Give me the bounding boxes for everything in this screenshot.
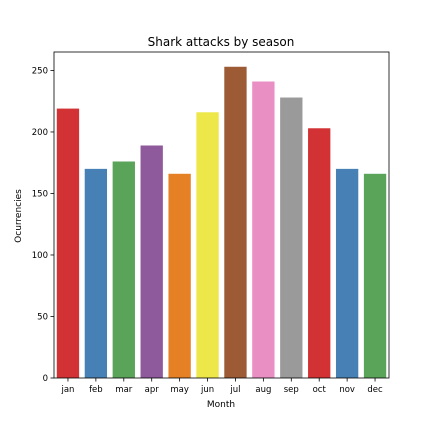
x-tick-label: may — [170, 385, 189, 395]
bar-jul — [224, 67, 246, 378]
x-tick-label: sep — [284, 385, 299, 395]
y-tick-label: 0 — [43, 374, 48, 384]
y-tick-label: 50 — [37, 312, 48, 322]
y-tick-label: 100 — [32, 251, 48, 261]
bar-nov — [336, 169, 358, 378]
bar-aug — [252, 82, 274, 378]
x-tick-label: dec — [367, 385, 383, 395]
x-tick-label: jun — [200, 385, 214, 395]
x-tick-label: aug — [255, 385, 271, 395]
bar-jun — [196, 112, 218, 378]
bar-oct — [308, 128, 330, 378]
x-tick-label: nov — [339, 385, 355, 395]
x-tick-label: feb — [89, 385, 103, 395]
bar-apr — [141, 145, 163, 378]
y-tick-label: 200 — [32, 128, 48, 138]
bar-feb — [85, 169, 107, 378]
x-tick-label: oct — [313, 385, 327, 395]
x-axis-label: Month — [207, 400, 235, 410]
bar-jan — [57, 109, 79, 378]
y-axis-label: Ocurrencies — [14, 189, 24, 243]
x-tick-label: apr — [145, 385, 160, 395]
x-tick-label: jul — [229, 385, 240, 395]
x-tick-label: jan — [60, 385, 74, 395]
bar-mar — [113, 161, 135, 378]
bar-sep — [280, 98, 302, 378]
x-tick-label: mar — [115, 385, 132, 395]
bar-may — [168, 174, 190, 378]
y-tick-label: 150 — [32, 189, 48, 199]
y-tick-label: 250 — [32, 66, 48, 76]
bar-dec — [364, 174, 386, 378]
chart-title: Shark attacks by season — [148, 35, 295, 49]
